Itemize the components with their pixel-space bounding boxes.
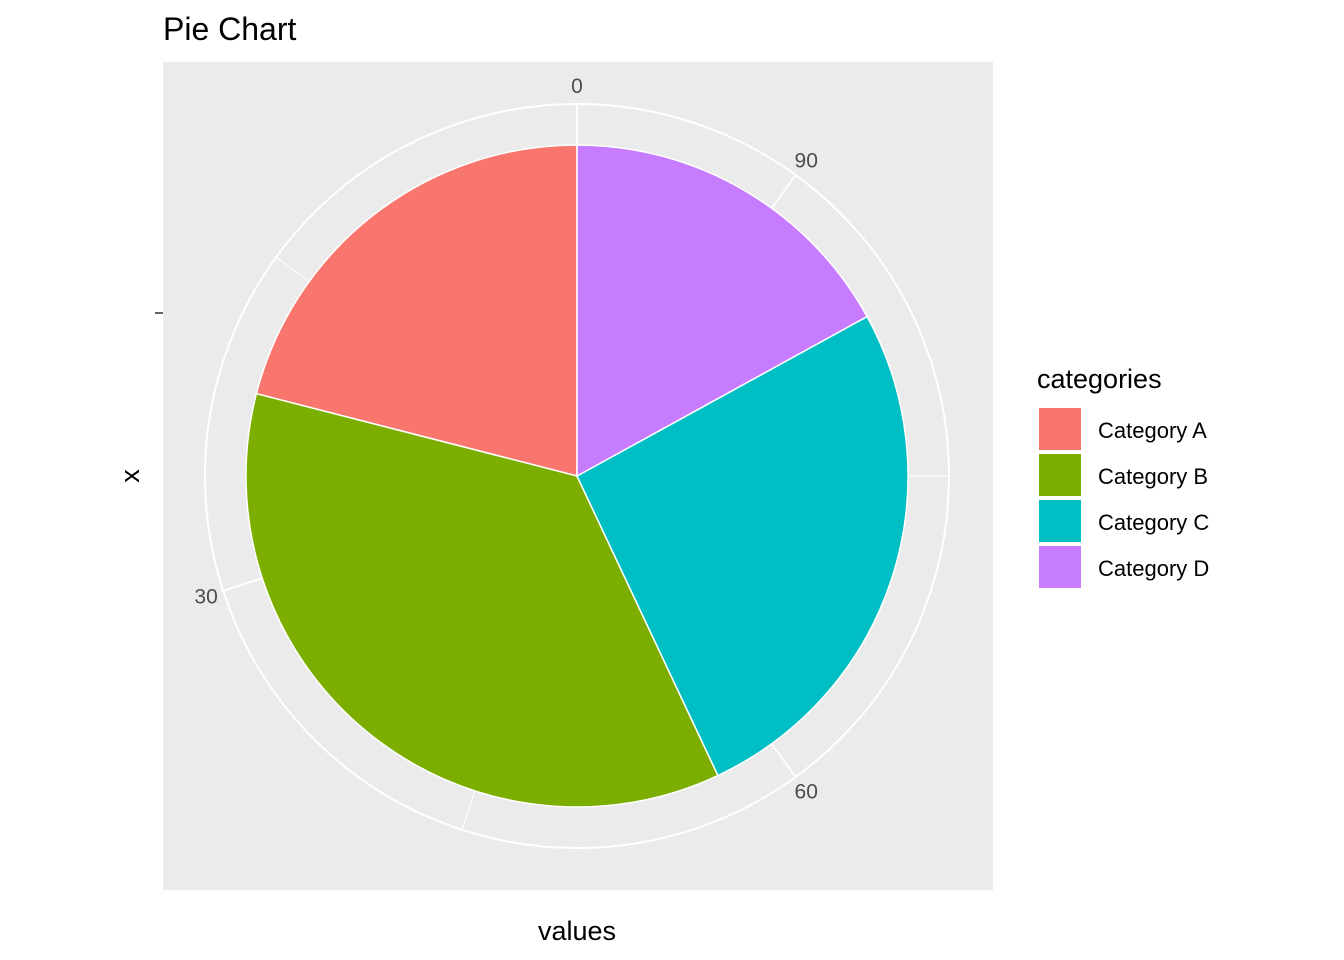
pie-slice-category-b <box>245 392 719 808</box>
theta-tick-label: 90 <box>795 149 818 172</box>
y-axis-title: x <box>115 469 145 483</box>
theta-tick-label: 60 <box>795 781 818 804</box>
pie-slice-category-a <box>255 144 578 477</box>
legend-key-category-b <box>1039 454 1081 496</box>
legend-label-category-c: Category C <box>1098 510 1209 535</box>
legend-key-category-c <box>1039 500 1081 542</box>
chart-title: Pie Chart <box>163 11 297 47</box>
theta-tick-labels: 0 30 60 90 <box>194 75 818 804</box>
legend-label-category-d: Category D <box>1098 556 1209 581</box>
theta-tick-label: 0 <box>571 75 583 98</box>
legend-title: categories <box>1037 364 1162 394</box>
x-axis-title: values <box>538 916 616 946</box>
legend-key-category-a <box>1039 408 1081 450</box>
pie-slices <box>245 144 909 808</box>
theta-tick-label: 30 <box>194 586 217 609</box>
legend-label-category-b: Category B <box>1098 464 1208 489</box>
pie-slice-category-d <box>576 144 869 478</box>
legend-label-category-a: Category A <box>1098 418 1207 443</box>
legend-items: Category A Category B Category C Category D <box>1039 408 1209 588</box>
legend-key-category-d <box>1039 546 1081 588</box>
